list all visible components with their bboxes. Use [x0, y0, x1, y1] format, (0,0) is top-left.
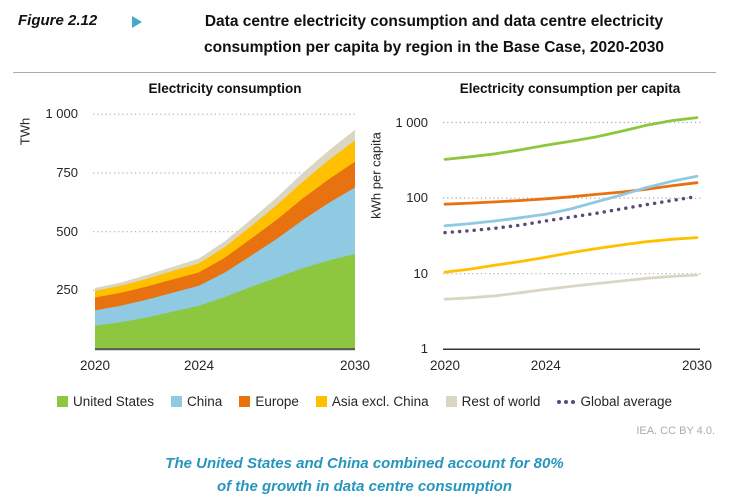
- line-china: [443, 174, 699, 228]
- line-united-states: [443, 116, 699, 161]
- credit-text: IEA. CC BY 4.0.: [636, 425, 715, 437]
- legend-label: Asia excl. China: [331, 394, 429, 409]
- line-europe: [443, 181, 699, 206]
- legend-item-rest-of-world: Rest of world: [445, 394, 541, 409]
- legend: United States China Europe Asia excl. China…: [0, 394, 729, 409]
- legend-swatch-icon: [315, 396, 327, 407]
- legend-dots-icon: [557, 399, 576, 404]
- caption-line-1: The United States and China combined acc…: [165, 455, 564, 472]
- legend-swatch-icon: [171, 396, 183, 407]
- legend-item-europe: Europe: [239, 394, 299, 409]
- figure-label: Figure 2.12: [18, 12, 98, 29]
- legend-label: Global average: [580, 394, 672, 409]
- legend-dot: [564, 399, 569, 404]
- figure-title-line-2: consumption per capita by region in the …: [204, 39, 664, 56]
- figure-arrow-icon: [132, 16, 142, 28]
- caption-line-2: of the growth in data centre consumption: [216, 478, 512, 495]
- legend-dot: [571, 399, 576, 404]
- legend-item-global-average: Global average: [557, 394, 672, 409]
- header-divider: [13, 72, 716, 73]
- line-rest-of-world: [443, 273, 699, 301]
- left-chart-title: Electricity consumption: [148, 81, 302, 96]
- right-chart-title: Electricity consumption per capita: [459, 81, 681, 96]
- legend-label: United States: [72, 394, 155, 409]
- legend-item-china: China: [171, 394, 222, 409]
- line-asia-excl-china: [443, 236, 699, 274]
- area-united-states: [95, 254, 355, 350]
- legend-label: Europe: [255, 394, 299, 409]
- legend-item-united-states: United States: [56, 394, 155, 409]
- line-global-average: [443, 194, 699, 235]
- legend-label: Rest of world: [461, 394, 541, 409]
- legend-dot: [557, 399, 562, 404]
- caption: The United States and China combined acc…: [0, 452, 729, 498]
- legend-swatch-icon: [239, 396, 251, 407]
- legend-swatch-icon: [56, 396, 68, 407]
- legend-label: China: [187, 394, 223, 409]
- legend-item-asia-excl-china: Asia excl. China: [315, 394, 429, 409]
- right-chart: [443, 116, 702, 351]
- legend-swatch-icon: [445, 396, 457, 407]
- figure-title-line-1: Data centre electricity consumption and …: [204, 13, 664, 30]
- left-chart: [93, 113, 356, 351]
- figure-title: Data centre electricity consumption and …: [150, 9, 718, 61]
